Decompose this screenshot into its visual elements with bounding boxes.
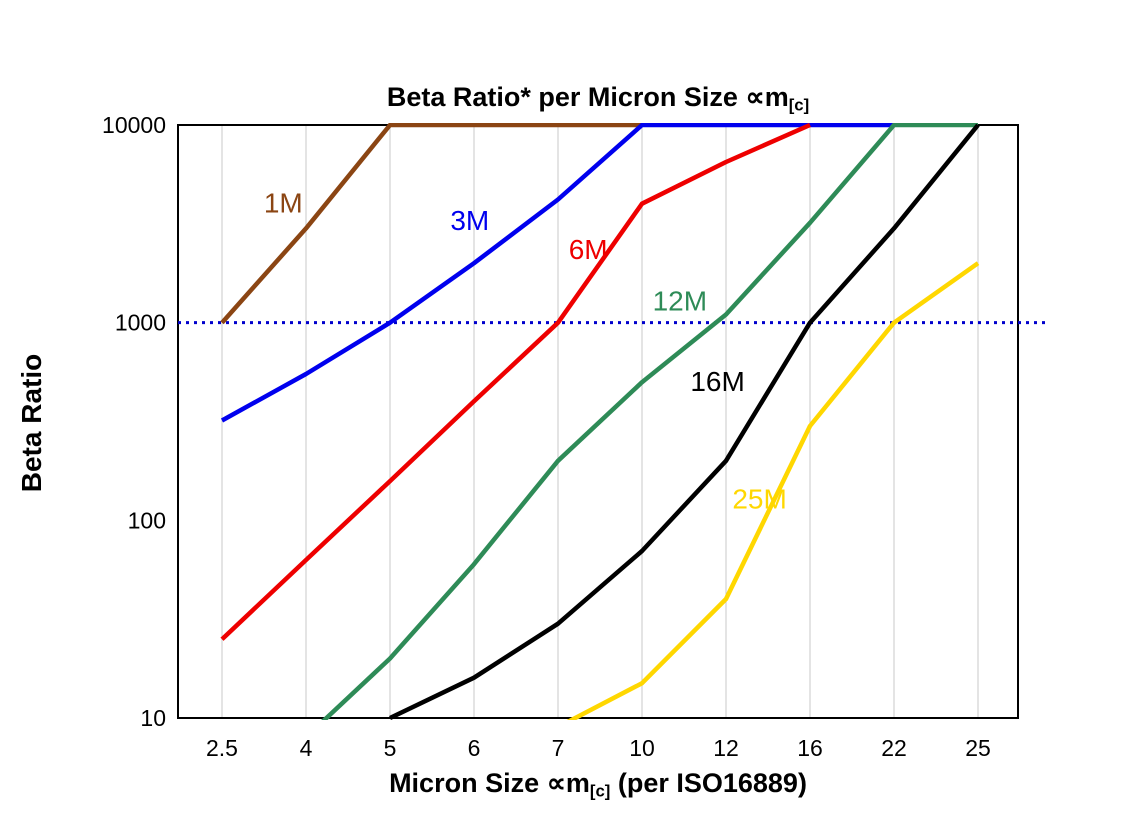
series-line-12M	[321, 123, 978, 720]
x-tick-label: 4	[300, 735, 313, 761]
series-line-16M	[389, 123, 980, 720]
x-tick-label: 6	[468, 735, 481, 761]
x-tick-label: 5	[384, 735, 397, 761]
y-tick-label: 1000	[115, 310, 166, 336]
series-label-6M: 6M	[569, 234, 608, 265]
x-axis-title: Micron Size ∝m[c] (per ISO16889)	[178, 768, 1018, 802]
y-tick-label: 10000	[102, 112, 166, 138]
series-label-3M: 3M	[450, 205, 489, 236]
chart-title-subscript: [c]	[788, 95, 810, 115]
series-label-16M: 16M	[690, 366, 744, 397]
x-tick-label: 7	[552, 735, 565, 761]
series-label-25M: 25M	[732, 483, 786, 514]
y-tick-label: 10	[140, 705, 166, 731]
x-tick-label: 25	[965, 735, 991, 761]
x-axis-title-suffix: (per ISO16889)	[610, 768, 807, 798]
series-line-1M	[220, 123, 642, 325]
series-label-12M: 12M	[653, 286, 707, 317]
x-tick-label: 16	[797, 735, 823, 761]
x-tick-label: 22	[881, 735, 907, 761]
series-line-6M	[220, 123, 811, 641]
x-tick-label: 10	[629, 735, 655, 761]
x-axis-title-subscript: [c]	[589, 781, 611, 801]
chart-title: Beta Ratio* per Micron Size ∝m[c]	[178, 82, 1018, 116]
series-line-3M	[220, 123, 894, 423]
y-tick-label: 100	[128, 507, 166, 533]
series-label-1M: 1M	[264, 188, 303, 219]
series-line-25M	[566, 261, 980, 720]
chart-title-text: Beta Ratio* per Micron Size ∝m	[386, 82, 789, 112]
x-tick-label: 2.5	[206, 735, 238, 761]
x-tick-label: 12	[713, 735, 739, 761]
x-axis-title-text: Micron Size ∝m	[389, 768, 590, 798]
